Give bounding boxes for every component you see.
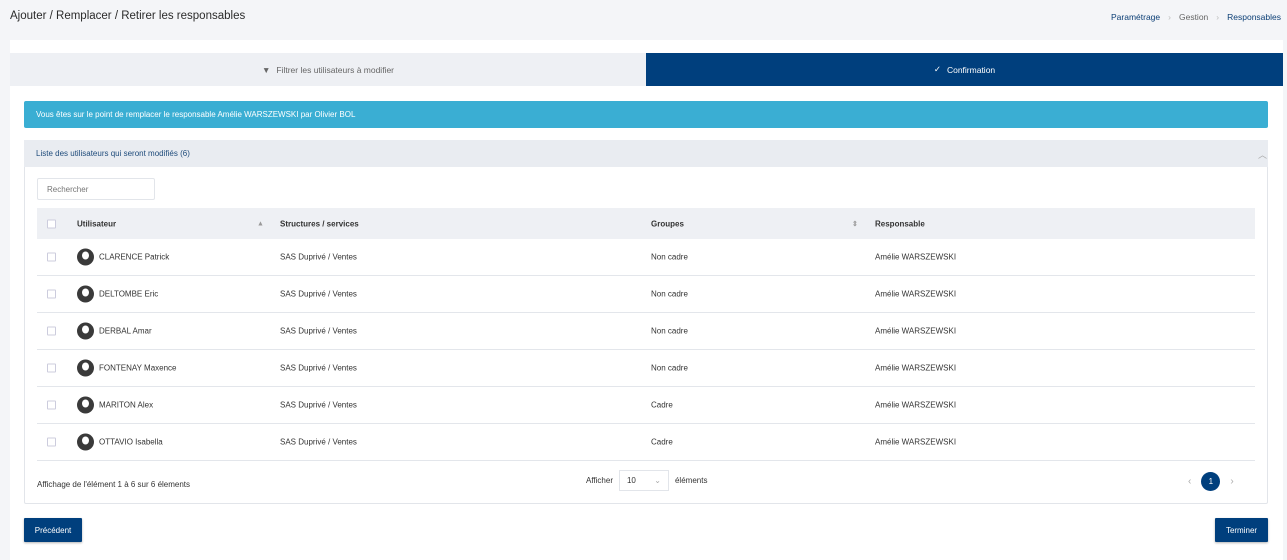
column-header-manager[interactable]: Responsable <box>875 219 925 228</box>
sort-icon[interactable]: ▲ <box>257 220 264 227</box>
page-size-select[interactable]: 10 ⌄ <box>618 470 669 491</box>
avatar <box>77 285 94 303</box>
group: Cadre <box>651 437 673 447</box>
next-page-icon[interactable]: › <box>1230 476 1234 487</box>
breadcrumb-item: Responsables <box>1227 12 1281 22</box>
structure: SAS Duprivé / Ventes <box>280 400 357 410</box>
structure: SAS Duprivé / Ventes <box>280 326 357 336</box>
row-checkbox[interactable] <box>47 252 56 262</box>
manager: Amélie WARSZEWSKI <box>875 363 957 373</box>
row-checkbox[interactable] <box>47 400 56 410</box>
check-icon: ✓ <box>933 64 941 74</box>
group: Cadre <box>651 400 673 410</box>
structure: SAS Duprivé / Ventes <box>280 252 357 262</box>
structure: SAS Duprivé / Ventes <box>280 289 357 299</box>
group: Non cadre <box>651 252 688 262</box>
search-input[interactable] <box>37 178 155 200</box>
tab-label: Filtrer les utilisateurs à modifier <box>276 64 395 75</box>
avatar <box>77 322 94 340</box>
page-size-control: Afficher 10 ⌄ éléments <box>586 470 707 491</box>
row-checkbox[interactable] <box>47 326 56 336</box>
manager: Amélie WARSZEWSKI <box>875 326 957 336</box>
structure: SAS Duprivé / Ventes <box>280 437 357 447</box>
page-1-button[interactable]: 1 <box>1201 472 1221 491</box>
column-header-user[interactable]: Utilisateur <box>77 219 117 228</box>
page-size-value: 10 <box>626 476 636 485</box>
pagination: ‹ 1 › <box>1188 472 1234 491</box>
table-row[interactable]: FONTENAY Maxence SAS Duprivé / Ventes No… <box>37 350 1255 387</box>
info-alert: Vous êtes sur le point de remplacer le r… <box>24 101 1268 128</box>
tab-confirmation[interactable]: ✓ Confirmation <box>646 53 1283 86</box>
sort-icon[interactable]: ⇕ <box>852 220 858 228</box>
breadcrumb-item[interactable]: Paramétrage <box>1111 12 1161 22</box>
previous-button[interactable]: Précédent <box>24 518 82 542</box>
group: Non cadre <box>651 289 688 299</box>
table-row[interactable]: CLARENCE Patrick SAS Duprivé / Ventes No… <box>37 239 1255 276</box>
show-label: Afficher <box>586 476 613 485</box>
structure: SAS Duprivé / Ventes <box>280 363 357 373</box>
avatar <box>77 248 94 266</box>
breadcrumb-item[interactable]: Gestion <box>1178 12 1209 22</box>
chevron-right-icon: › <box>1216 12 1220 22</box>
row-checkbox[interactable] <box>47 289 56 299</box>
chevron-up-icon[interactable]: ︿ <box>1257 150 1267 160</box>
panel-count: (6) <box>180 149 190 158</box>
manager: Amélie WARSZEWSKI <box>875 437 957 447</box>
breadcrumb: Paramétrage › Gestion › Responsables <box>1111 12 1281 22</box>
chevron-right-icon: › <box>1168 12 1171 22</box>
finish-button[interactable]: Terminer <box>1215 518 1268 542</box>
row-checkbox[interactable] <box>47 437 56 447</box>
avatar <box>77 433 94 451</box>
column-header-groups[interactable]: Groupes <box>651 219 684 228</box>
previous-page-icon[interactable]: ‹ <box>1188 476 1192 487</box>
table-row[interactable]: MARITON Alex SAS Duprivé / Ventes Cadre … <box>37 387 1255 424</box>
manager: Amélie WARSZEWSKI <box>875 400 957 410</box>
table-row[interactable]: DERBAL Amar SAS Duprivé / Ventes Non cad… <box>37 313 1255 350</box>
panel-header[interactable]: Liste des utilisateurs qui seront modifi… <box>24 140 1268 167</box>
select-all-checkbox[interactable] <box>47 219 56 228</box>
tab-label: Confirmation <box>946 64 996 75</box>
filter-icon: ▼ <box>261 64 271 75</box>
user-name: DERBAL Amar <box>99 326 152 336</box>
manager: Amélie WARSZEWSKI <box>875 289 957 299</box>
tab-filter[interactable]: ▼ Filtrer les utilisateurs à modifier <box>10 53 646 86</box>
page-title: Ajouter / Remplacer / Retirer les respon… <box>10 10 246 22</box>
user-name: MARITON Alex <box>99 400 154 410</box>
manager: Amélie WARSZEWSKI <box>875 252 957 262</box>
table-header: Utilisateur ▲ Structures / services Grou… <box>37 208 1255 239</box>
user-name: CLARENCE Patrick <box>99 252 170 262</box>
group: Non cadre <box>651 326 688 336</box>
table-row[interactable]: OTTAVIO Isabella SAS Duprivé / Ventes Ca… <box>37 424 1255 461</box>
row-checkbox[interactable] <box>47 363 56 373</box>
avatar <box>77 396 94 414</box>
user-name: OTTAVIO Isabella <box>99 437 163 447</box>
table-row[interactable]: DELTOMBE Eric SAS Duprivé / Ventes Non c… <box>37 276 1255 313</box>
table-info: Affichage de l'élément 1 à 6 sur 6 éleme… <box>37 480 191 489</box>
chevron-down-icon: ⌄ <box>654 476 661 485</box>
elements-label: éléments <box>674 476 708 485</box>
panel-title: Liste des utilisateurs qui seront modifi… <box>36 149 178 158</box>
group: Non cadre <box>651 363 688 373</box>
column-header-structure[interactable]: Structures / services <box>280 219 359 228</box>
user-name: DELTOMBE Eric <box>99 289 159 299</box>
user-name: FONTENAY Maxence <box>99 363 177 373</box>
avatar <box>77 359 94 377</box>
